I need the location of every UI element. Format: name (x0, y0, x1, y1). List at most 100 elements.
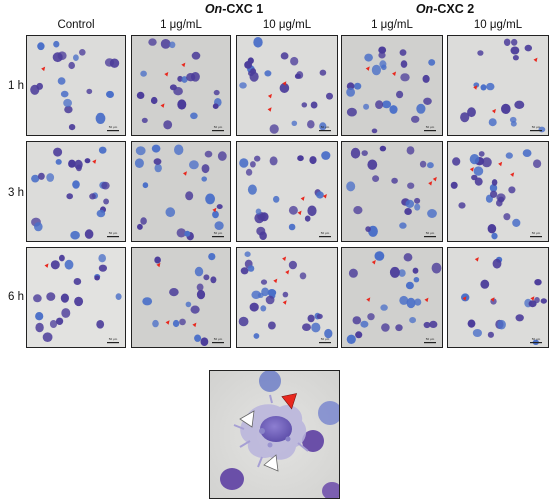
stained-cell (137, 223, 143, 230)
red-arrowhead (282, 256, 287, 261)
stained-cell (299, 272, 307, 280)
micrograph-3h-control: 50 μm (26, 141, 126, 242)
scale-bar (212, 342, 224, 344)
stained-cell (364, 53, 373, 62)
stained-cell (201, 176, 207, 182)
stained-cell (316, 313, 323, 320)
stained-cell (528, 300, 537, 308)
micrograph-image: 50 μm (132, 142, 230, 241)
stained-cell (406, 297, 416, 309)
stained-cell (414, 197, 421, 204)
stained-cell (309, 156, 317, 165)
red-arrowhead (281, 393, 298, 410)
stained-cell (196, 289, 206, 300)
stained-cell (55, 159, 62, 165)
stained-cell (473, 166, 484, 176)
scale-bar-label: 50 μm (426, 231, 435, 235)
scale-bar (107, 130, 119, 132)
stained-cell (140, 217, 147, 225)
scale-bar (424, 236, 436, 238)
stained-cell (326, 92, 333, 100)
stained-cell (136, 91, 145, 99)
stained-cell (413, 277, 420, 283)
scale-bar (319, 342, 331, 344)
stained-cell (488, 118, 497, 127)
stained-cell (148, 38, 157, 46)
stained-cell (489, 184, 498, 192)
micrograph-6h-cxc2-10: 50 μm (447, 247, 549, 348)
stained-cell (350, 147, 361, 159)
micrograph-image: 50 μm (448, 36, 548, 135)
stained-cell (473, 82, 480, 88)
red-arrowhead (392, 71, 397, 77)
row-label-1h: 1 h (8, 80, 24, 92)
scale-bar (530, 130, 542, 132)
micrograph-1h-cxc1-10: 50 μm (236, 35, 338, 136)
red-arrowhead (282, 81, 287, 86)
white-arrowhead (239, 410, 255, 428)
red-arrowhead (297, 210, 302, 216)
group-header-on-cxc-2: On-CXC 2 (341, 2, 549, 16)
scale-bar (424, 342, 436, 344)
stained-cell (57, 77, 66, 85)
stained-cell (265, 295, 275, 305)
stained-cell (307, 120, 315, 129)
scale-bar (319, 236, 331, 238)
stained-cell (212, 103, 219, 109)
stained-cell (346, 334, 356, 344)
red-arrowhead (156, 262, 161, 268)
stained-cell (238, 316, 249, 327)
stained-cell (503, 213, 511, 221)
red-arrowhead (469, 167, 474, 172)
stained-cell (423, 97, 432, 105)
red-arrowhead (282, 300, 287, 305)
red-arrowhead (267, 93, 272, 99)
stained-cell (213, 89, 220, 96)
stained-cell (196, 283, 204, 292)
column-label-cxc2-1: 1 μg/mL (371, 19, 413, 31)
stained-cell (491, 179, 498, 186)
stained-cell (104, 58, 115, 67)
stained-cell (348, 268, 358, 278)
stained-cell (37, 42, 45, 51)
scale-bar-label: 50 μm (321, 337, 330, 341)
stained-cell (361, 150, 368, 156)
stained-cell (296, 71, 304, 79)
stained-cell (134, 158, 144, 168)
stained-cell (371, 128, 378, 134)
stained-cell (371, 64, 381, 76)
stained-cell (316, 191, 324, 199)
red-arrowhead (164, 71, 169, 77)
micrograph-1h-cxc1-1: 50 μm (131, 35, 231, 136)
stained-cell (374, 251, 385, 261)
stained-cell (64, 105, 73, 114)
stained-cell (72, 180, 80, 189)
micrograph-6h-cxc1-1: 50 μm (131, 247, 231, 348)
stained-cell (49, 320, 58, 328)
stained-cell (288, 260, 297, 270)
stained-cell (458, 202, 466, 209)
stained-cell (210, 276, 217, 284)
stained-cell (35, 312, 44, 321)
micrograph-image: 50 μm (237, 36, 337, 135)
stained-cell (379, 145, 387, 152)
stained-cell (411, 115, 420, 123)
stained-cell (273, 195, 280, 203)
stained-cell (381, 323, 390, 332)
micrograph-image: 50 μm (27, 142, 125, 241)
stained-cell (165, 207, 176, 218)
stained-cell (404, 208, 412, 215)
inset-neighbor-cell (322, 482, 339, 498)
stained-cell (53, 147, 63, 157)
stained-cell (297, 155, 304, 162)
red-arrowhead (212, 207, 217, 213)
row-label-6h: 6 h (8, 291, 24, 303)
stained-cell (189, 160, 199, 170)
micrograph-image: 50 μm (132, 248, 230, 347)
stained-cell (533, 159, 542, 168)
stained-cell (490, 190, 498, 198)
red-arrowhead (498, 161, 503, 167)
scale-bar (107, 236, 119, 238)
stained-cell (355, 331, 363, 339)
stained-cell (66, 193, 73, 200)
